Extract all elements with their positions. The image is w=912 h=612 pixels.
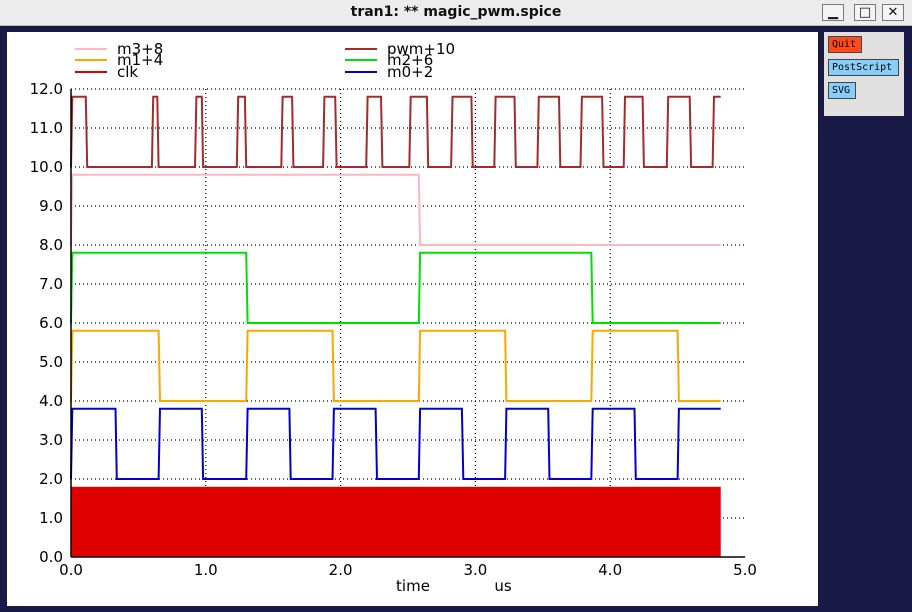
y-tick-label: 5.0 (39, 353, 63, 371)
x-tick-label: 5.0 (733, 561, 757, 579)
legend-label: m0+2 (387, 63, 433, 81)
y-tick-label: 8.0 (39, 236, 63, 254)
transient-plot[interactable]: 0.0 1.0 2.0 3.0 4.0 5.0 6.0 7.0 8.0 9.0 10.0 11.0 12… (7, 32, 818, 606)
legend-label: pwm+10 (387, 40, 455, 58)
window-title: tran1: ** magic_pwm.spice (350, 4, 562, 20)
series-m02-line (70, 407, 721, 480)
x-axis-unit: us (494, 577, 512, 595)
x-tick-label: 0.0 (59, 561, 83, 579)
y-tick-label: 0.0 (39, 548, 63, 566)
y-tick-label: 6.0 (39, 314, 63, 332)
y-tick-label: 11.0 (30, 119, 63, 137)
plot-window[interactable]: 0.0 1.0 2.0 3.0 4.0 5.0 6.0 7.0 8.0 9.0 10.0 11.0 12… (7, 32, 818, 606)
y-tick-label: 1.0 (39, 509, 63, 527)
y-tick-label: 2.0 (39, 470, 63, 488)
quit-button[interactable]: Quit (828, 36, 862, 53)
x-tick-label: 4.0 (598, 561, 622, 579)
legend-label: m1+4 (117, 51, 163, 69)
x-axis-label: time (396, 577, 430, 595)
series-m38-line (70, 173, 721, 246)
x-tick-label: 2.0 (329, 561, 353, 579)
series-m14-line (70, 329, 721, 402)
series-clk-fill (71, 486, 721, 557)
svg-button[interactable]: SVG (828, 82, 856, 99)
side-panel: Quit PostScript SVG (824, 32, 904, 116)
y-tick-label: 4.0 (39, 392, 63, 410)
y-tick-label: 7.0 (39, 275, 63, 293)
y-tick-label: 10.0 (30, 158, 63, 176)
window-titlebar: tran1: ** magic_pwm.spice ▁ □ ✕ (0, 0, 912, 26)
series-m26-line (70, 251, 721, 324)
postscript-button[interactable]: PostScript (828, 59, 899, 76)
y-tick-label: 9.0 (39, 197, 63, 215)
close-button[interactable]: ✕ (882, 4, 904, 21)
x-tick-label: 3.0 (463, 561, 487, 579)
x-tick-label: 1.0 (194, 561, 218, 579)
legend-label: clk (117, 63, 138, 81)
series-pwm10-line (70, 95, 721, 168)
y-tick-label: 3.0 (39, 431, 63, 449)
legend-label: m3+8 (117, 40, 163, 58)
y-tick-label: 12.0 (30, 80, 63, 98)
legend-label: m2+6 (387, 51, 433, 69)
minimize-button[interactable]: ▁ (822, 4, 844, 21)
maximize-button[interactable]: □ (854, 4, 876, 21)
